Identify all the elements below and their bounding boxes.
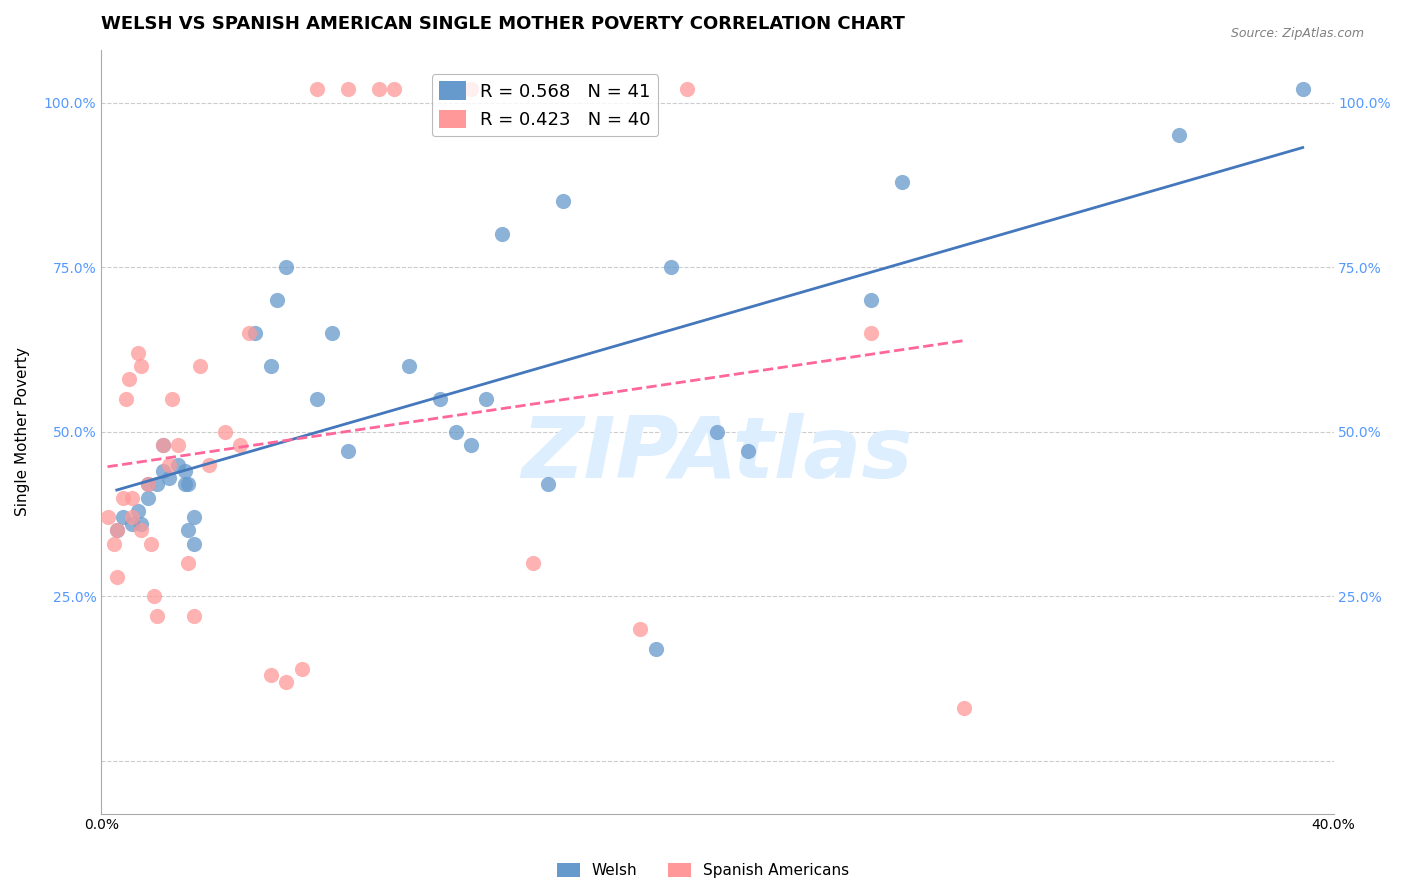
- Point: [276, 260, 298, 274]
- Point: [245, 326, 267, 340]
- Point: [103, 536, 125, 550]
- Point: [146, 477, 169, 491]
- Point: [291, 662, 314, 676]
- Point: [644, 642, 666, 657]
- Point: [131, 516, 153, 531]
- Point: [96, 510, 118, 524]
- Point: [167, 458, 190, 472]
- Point: [139, 536, 162, 550]
- Point: [176, 477, 198, 491]
- Point: [260, 359, 283, 373]
- Point: [860, 293, 883, 307]
- Point: [336, 82, 359, 96]
- Point: [183, 609, 205, 624]
- Point: [157, 458, 180, 472]
- Point: [105, 524, 128, 538]
- Point: [706, 425, 728, 439]
- Point: [160, 392, 183, 406]
- Point: [131, 359, 153, 373]
- Point: [121, 510, 143, 524]
- Point: [276, 674, 298, 689]
- Point: [152, 438, 174, 452]
- Point: [105, 569, 128, 583]
- Point: [136, 477, 159, 491]
- Point: [398, 359, 420, 373]
- Legend: R = 0.568   N = 41, R = 0.423   N = 40: R = 0.568 N = 41, R = 0.423 N = 40: [432, 74, 658, 136]
- Text: WELSH VS SPANISH AMERICAN SINGLE MOTHER POVERTY CORRELATION CHART: WELSH VS SPANISH AMERICAN SINGLE MOTHER …: [101, 15, 905, 33]
- Point: [260, 668, 283, 682]
- Point: [176, 524, 198, 538]
- Point: [460, 82, 482, 96]
- Point: [336, 444, 359, 458]
- Point: [553, 194, 575, 209]
- Point: [173, 477, 195, 491]
- Point: [1292, 82, 1315, 96]
- Point: [188, 359, 211, 373]
- Point: [121, 491, 143, 505]
- Point: [321, 326, 343, 340]
- Point: [131, 524, 153, 538]
- Point: [367, 82, 389, 96]
- Point: [737, 444, 759, 458]
- Point: [183, 510, 205, 524]
- Point: [229, 438, 252, 452]
- Point: [305, 82, 328, 96]
- Point: [121, 516, 143, 531]
- Point: [305, 392, 328, 406]
- Point: [891, 174, 914, 188]
- Point: [491, 227, 513, 242]
- Point: [111, 510, 134, 524]
- Text: ZIPAtlas: ZIPAtlas: [522, 413, 914, 496]
- Point: [238, 326, 260, 340]
- Point: [157, 471, 180, 485]
- Point: [475, 392, 498, 406]
- Point: [167, 438, 190, 452]
- Point: [659, 260, 682, 274]
- Point: [111, 491, 134, 505]
- Point: [214, 425, 236, 439]
- Point: [152, 464, 174, 478]
- Point: [537, 477, 560, 491]
- Point: [183, 536, 205, 550]
- Point: [953, 701, 976, 715]
- Point: [127, 504, 149, 518]
- Point: [136, 477, 159, 491]
- Point: [460, 438, 482, 452]
- Point: [266, 293, 288, 307]
- Point: [152, 438, 174, 452]
- Point: [127, 345, 149, 359]
- Point: [198, 458, 221, 472]
- Point: [115, 392, 138, 406]
- Point: [118, 372, 141, 386]
- Point: [522, 557, 544, 571]
- Point: [142, 589, 165, 603]
- Point: [146, 609, 169, 624]
- Point: [382, 82, 405, 96]
- Point: [675, 82, 697, 96]
- Point: [176, 557, 198, 571]
- Point: [105, 524, 128, 538]
- Point: [1168, 128, 1191, 143]
- Point: [630, 622, 652, 636]
- Point: [444, 425, 467, 439]
- Point: [860, 326, 883, 340]
- Text: Source: ZipAtlas.com: Source: ZipAtlas.com: [1230, 27, 1364, 40]
- Point: [429, 392, 451, 406]
- Point: [136, 491, 159, 505]
- Y-axis label: Single Mother Poverty: Single Mother Poverty: [15, 347, 30, 516]
- Legend: Welsh, Spanish Americans: Welsh, Spanish Americans: [551, 857, 855, 884]
- Point: [173, 464, 195, 478]
